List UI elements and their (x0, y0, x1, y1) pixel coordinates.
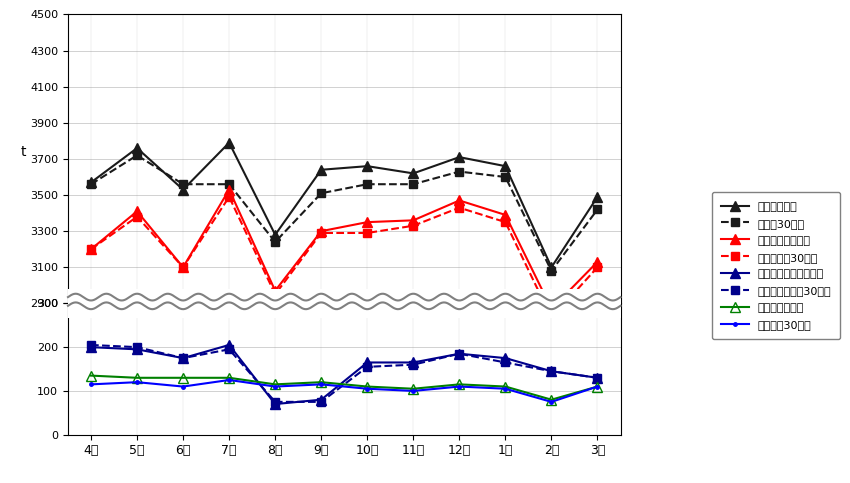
Y-axis label: t: t (20, 145, 26, 159)
Legend: 合計量元年度, 合計量30年度, 燃やすごみ元年度, 燃やすごみ30年度, 燃やさないごみ元年度, 燃やさないごみ30年度, 粗大ごみ元年度, 粗大ごみ30年度: 合計量元年度, 合計量30年度, 燃やすごみ元年度, 燃やすごみ30年度, 燃や… (712, 192, 840, 339)
